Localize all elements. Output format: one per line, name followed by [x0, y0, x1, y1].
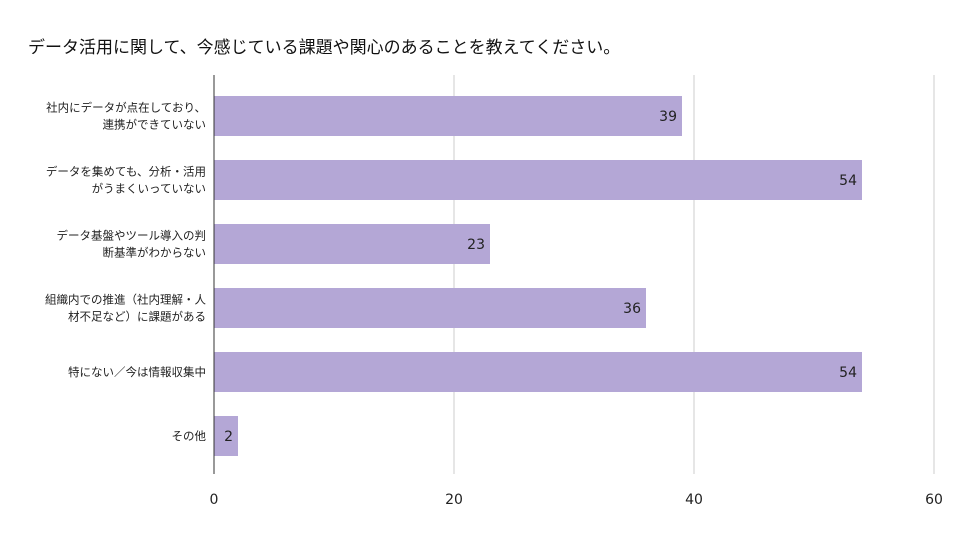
bar — [214, 160, 862, 200]
bar — [214, 96, 682, 136]
x-tick-label: 40 — [685, 492, 703, 508]
gridlines — [453, 75, 935, 474]
category-label: その他 — [172, 429, 207, 443]
data-label: 54 — [839, 365, 857, 381]
x-tick-label: 60 — [925, 492, 943, 508]
category-label: 材不足など）に課題がある — [68, 310, 206, 324]
category-label: 断基準がわからない — [103, 246, 207, 260]
data-label: 2 — [224, 429, 233, 445]
category-label: 組織内での推進（社内理解・人 — [45, 293, 206, 307]
data-label: 54 — [839, 173, 857, 189]
bar — [214, 416, 238, 456]
labels: 0 20 40 60 39 社内にデータが点在しており、連携ができていない 54 データを集め… — [45, 101, 943, 509]
data-label: 36 — [623, 301, 641, 317]
data-label: 23 — [467, 237, 485, 253]
data-label: 39 — [659, 109, 677, 125]
bar — [214, 352, 862, 392]
category-label: 特にない／今は情報収集中 — [68, 365, 206, 379]
bar — [214, 288, 646, 328]
bars — [214, 96, 862, 456]
x-tick-label: 20 — [445, 492, 463, 508]
category-label: データ基盤やツール導入の判 — [57, 229, 207, 243]
chart-title: データ活用に関して、今感じている課題や関心のあることを教えてください。 — [28, 38, 621, 58]
category-label: データを集めても、分析・活用 — [46, 165, 206, 179]
bar — [214, 224, 490, 264]
category-label: 連携ができていない — [103, 118, 207, 132]
category-label: がうまくいっていない — [92, 182, 206, 196]
x-tick-label: 0 — [210, 492, 219, 508]
category-label: 社内にデータが点在しており、 — [46, 101, 206, 115]
